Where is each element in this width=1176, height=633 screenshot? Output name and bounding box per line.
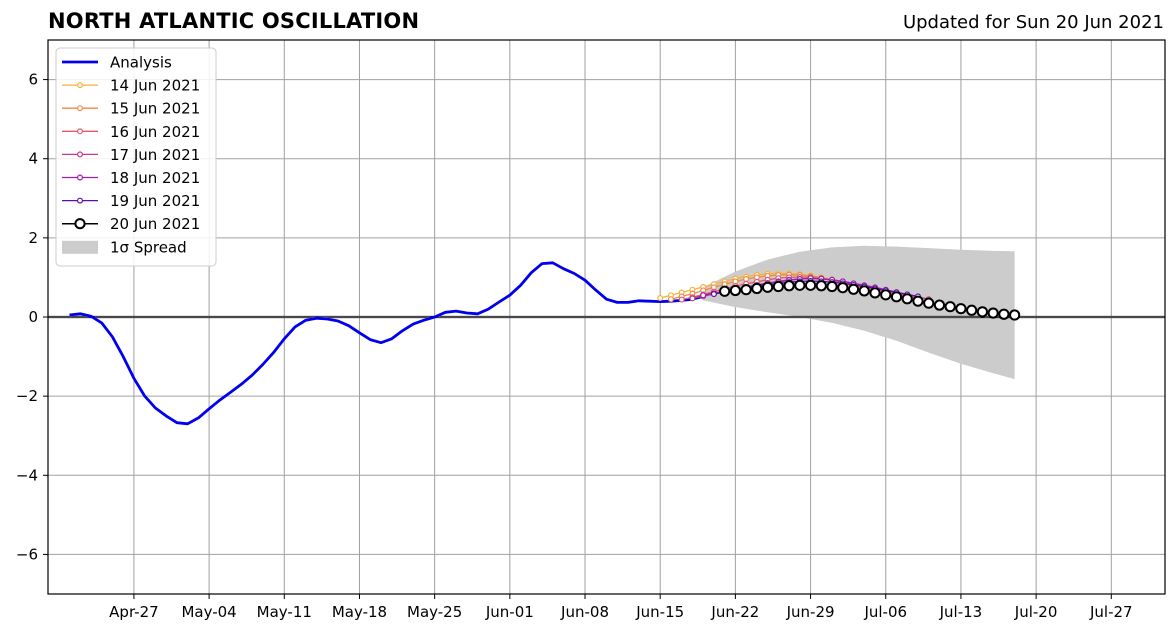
legend-label: 1σ Spread [110, 238, 187, 256]
legend-item: 18 Jun 2021 [62, 169, 200, 187]
legend-marker [76, 151, 83, 158]
legend-item: 1σ Spread [62, 238, 187, 256]
x-tick-label: May-18 [332, 603, 387, 621]
series-point [869, 287, 881, 299]
legend-item: 19 Jun 2021 [62, 192, 200, 210]
y-tick-label: −2 [16, 387, 38, 405]
series-point [923, 297, 935, 309]
legend-item: 17 Jun 2021 [62, 146, 200, 164]
series-point [804, 279, 817, 291]
y-tick-label: −4 [16, 466, 38, 484]
legend-label: 16 Jun 2021 [110, 123, 200, 141]
x-tick-label: Jul-06 [863, 603, 907, 621]
series-point [901, 293, 913, 305]
legend-swatch [62, 240, 98, 254]
series-point [880, 289, 892, 301]
legend-item: 20 Jun 2021 [62, 215, 200, 233]
legend-item: 15 Jun 2021 [62, 100, 200, 118]
series-point [890, 291, 903, 303]
series-point [751, 282, 763, 295]
series-point [729, 284, 741, 297]
legend-item: 16 Jun 2021 [62, 123, 200, 141]
series-point [719, 285, 731, 297]
series-point [987, 307, 999, 319]
y-tick-label: 6 [28, 71, 38, 89]
series-point [966, 304, 978, 316]
series-point [1009, 309, 1021, 321]
y-tick-label: −6 [16, 545, 38, 563]
x-tick-label: Jul-27 [1089, 603, 1133, 621]
series-point [826, 280, 838, 293]
legend-label: 19 Jun 2021 [110, 192, 200, 210]
series-point [732, 278, 739, 285]
x-tick-label: Jun-08 [560, 603, 609, 621]
x-tick-label: Jun-22 [710, 603, 759, 621]
legend-label: Analysis [110, 54, 172, 72]
x-tick-label: May-04 [181, 603, 236, 621]
x-tick-label: Jun-15 [635, 603, 684, 621]
series-point [678, 296, 685, 303]
series-point [762, 281, 774, 293]
x-tick-label: Jun-01 [485, 603, 534, 621]
series-point [955, 303, 967, 315]
x-tick-label: May-25 [407, 603, 462, 621]
series-point [912, 295, 924, 307]
series-point [998, 308, 1010, 320]
legend-marker [76, 105, 83, 112]
legend-marker [76, 174, 83, 181]
series-point [858, 285, 870, 297]
series-point [847, 283, 860, 295]
series-point [976, 306, 989, 318]
x-tick-label: May-11 [257, 603, 312, 621]
series-point [743, 276, 750, 283]
y-tick-label: 4 [28, 150, 38, 168]
series-point [794, 279, 806, 291]
x-tick-label: Jul-20 [1014, 603, 1058, 621]
legend: Analysis 14 Jun 2021 15 Jun 2021 16 Jun 202… [55, 47, 217, 267]
legend-item: 14 Jun 2021 [62, 77, 200, 95]
series-point [772, 280, 784, 293]
series-point [933, 299, 946, 311]
legend-label: 20 Jun 2021 [110, 215, 200, 233]
series-point [710, 291, 717, 298]
legend-label: 14 Jun 2021 [110, 77, 200, 95]
series-line [69, 261, 704, 426]
series-point [657, 295, 664, 302]
series-point [740, 284, 752, 296]
series-point [700, 292, 707, 299]
x-tick-label: Jun-29 [786, 603, 835, 621]
legend-label: 15 Jun 2021 [110, 100, 200, 118]
legend-item: Analysis [62, 54, 172, 72]
chart-title: NORTH ATLANTIC OSCILLATION [48, 9, 420, 33]
series-point [837, 282, 849, 294]
legend-marker [76, 197, 83, 204]
y-tick-label: 2 [28, 229, 38, 247]
legend-marker [74, 218, 86, 230]
chart-subtitle: Updated for Sun 20 Jun 2021 [902, 12, 1164, 33]
series-point [815, 280, 827, 292]
legend-label: 17 Jun 2021 [110, 146, 200, 164]
y-tick-label: 0 [28, 308, 38, 326]
plot-area [48, 245, 1165, 426]
legend-box [55, 47, 217, 267]
series-point [689, 295, 696, 302]
legend-marker [76, 128, 83, 135]
x-tick-label: Apr-27 [109, 603, 159, 621]
series-point [944, 301, 956, 313]
series-point [667, 296, 674, 303]
legend-marker [76, 82, 83, 89]
series-point [783, 280, 795, 292]
x-tick-label: Jul-13 [939, 603, 983, 621]
legend-label: 18 Jun 2021 [110, 169, 200, 187]
